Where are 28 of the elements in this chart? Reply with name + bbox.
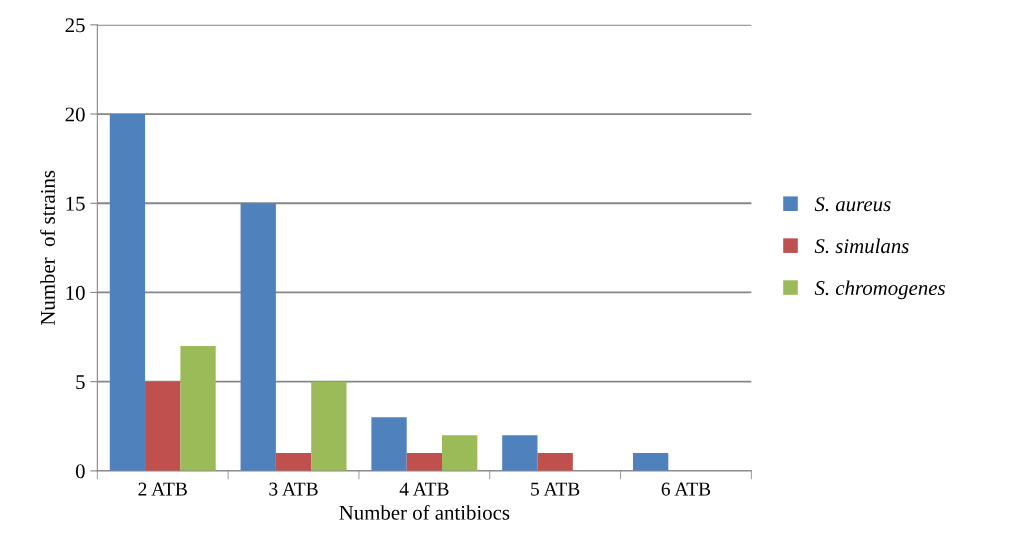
x-tick-label: 6 ATB (661, 482, 711, 496)
bar (442, 435, 478, 471)
bar (406, 453, 443, 471)
x-tick-label: 3 ATB (269, 482, 318, 496)
bar (632, 453, 669, 471)
y-tick-label: 20 (65, 107, 85, 122)
x-axis-title: Number of antibiocs (339, 504, 510, 520)
bar (180, 345, 216, 471)
x-tick-label: 4 ATB (399, 482, 449, 496)
legend-label: S. simulans (814, 238, 909, 254)
x-tick-label: 2 ATB (138, 482, 187, 496)
legend-label: S. chromogenes (814, 280, 945, 300)
bar (537, 453, 573, 471)
y-tick-label: 5 (76, 375, 85, 390)
y-axis-title: Number of strains (40, 170, 55, 326)
y-tick-label: 10 (66, 285, 85, 300)
y-tick-label: 0 (75, 464, 85, 479)
bar (240, 203, 276, 471)
y-tick-label: 15 (66, 196, 85, 211)
bar (145, 381, 181, 471)
bar (371, 417, 407, 471)
bar (275, 453, 312, 471)
bar (311, 381, 347, 471)
y-tick-label: 25 (65, 18, 85, 33)
legend-label: S. aureus (814, 197, 891, 212)
bar (502, 435, 538, 471)
x-tick-label: 5 ATB (531, 482, 580, 496)
bar (109, 114, 146, 471)
